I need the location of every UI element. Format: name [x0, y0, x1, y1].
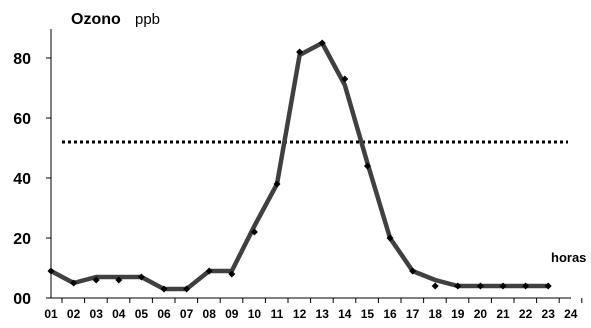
y-tick-label: 80 — [13, 51, 31, 68]
x-tick-label: 22 — [519, 307, 533, 321]
x-tick-label: 01 — [44, 307, 58, 321]
x-tick-label: 09 — [225, 307, 239, 321]
x-tick-label: 17 — [406, 307, 420, 321]
x-tick-label: 12 — [293, 307, 307, 321]
x-tick-label: 18 — [429, 307, 443, 321]
x-tick-label: 06 — [157, 307, 171, 321]
chart-unit: ppb — [135, 11, 160, 28]
data-point-marker — [522, 282, 530, 290]
x-tick-label: 20 — [474, 307, 488, 321]
x-tick-label: 02 — [67, 307, 81, 321]
x-tick-label: 05 — [135, 307, 149, 321]
data-point-marker — [409, 267, 417, 275]
data-point-marker — [205, 267, 213, 275]
x-tick-label: 13 — [316, 307, 330, 321]
data-point-marker — [47, 267, 55, 275]
data-point-marker — [476, 282, 484, 290]
data-point-marker — [273, 180, 281, 188]
y-tick-label: 60 — [13, 111, 31, 128]
y-axis: 00 20 40 60 80 — [13, 29, 52, 308]
x-tick-label: 19 — [451, 307, 465, 321]
y-tick-label: 00 — [13, 291, 31, 308]
data-point-marker — [544, 282, 552, 290]
x-tick-label: 24 — [564, 307, 578, 321]
data-point-marker — [363, 162, 371, 170]
data-point-marker — [499, 282, 507, 290]
x-axis: 01 02 03 04 05 06 07 08 09 10 11 12 13 14 15 16 17 18 19 20… — [44, 297, 583, 321]
data-point-marker — [318, 39, 326, 47]
data-point-marker — [386, 234, 394, 242]
x-tick-label: 11 — [271, 307, 284, 321]
chart-title: Ozono — [71, 11, 121, 28]
data-point-marker — [228, 270, 236, 278]
data-point-marker — [250, 228, 258, 236]
data-point-marker — [341, 75, 349, 83]
y-tick-label: 40 — [13, 171, 31, 188]
x-tick-label: 03 — [90, 307, 104, 321]
series-line — [48, 40, 551, 292]
data-point-marker — [92, 276, 100, 284]
x-tick-label: 10 — [248, 307, 262, 321]
x-axis-label: horas — [551, 250, 586, 265]
x-tick-label: 16 — [383, 307, 397, 321]
x-tick-label: 07 — [180, 307, 194, 321]
data-point-marker — [431, 282, 439, 290]
x-tick-label: 15 — [361, 307, 375, 321]
data-point-marker — [160, 285, 168, 293]
data-point-marker — [115, 276, 123, 284]
x-tick-label: 04 — [112, 307, 126, 321]
data-point-marker — [183, 285, 191, 293]
data-point-marker — [296, 48, 304, 56]
x-tick-label: 23 — [542, 307, 556, 321]
data-point-marker — [70, 279, 78, 287]
x-tick-label: 14 — [338, 307, 352, 321]
data-point-marker — [137, 273, 145, 281]
x-tick-label: 21 — [496, 307, 510, 321]
y-tick-label: 20 — [13, 231, 31, 248]
data-point-marker — [454, 282, 462, 290]
series-markers — [47, 39, 552, 293]
x-tick-label: 08 — [203, 307, 217, 321]
